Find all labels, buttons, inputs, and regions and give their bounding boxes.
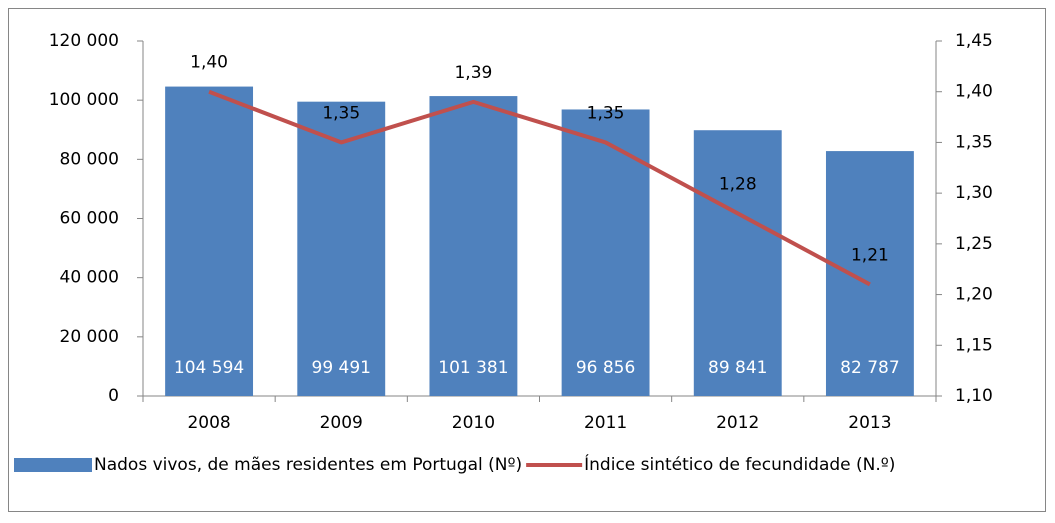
- bar: [693, 130, 782, 396]
- line-value-label: 1,35: [587, 103, 625, 123]
- legend-label: Índice sintético de fecundidade (N.º): [584, 453, 895, 475]
- y2-tick-label: 1,15: [955, 335, 993, 355]
- x-tick-label: 2012: [716, 413, 759, 433]
- x-tick-label: 2011: [584, 413, 627, 433]
- line-value-label: 1,40: [190, 53, 228, 73]
- bar-value-label: 99 491: [312, 358, 371, 378]
- y-tick-label: 40 000: [60, 268, 119, 288]
- bar-value-label: 104 594: [174, 358, 244, 378]
- bar-value-label: 89 841: [708, 358, 767, 378]
- y-tick-label: 20 000: [60, 327, 119, 347]
- x-tick-label: 2010: [452, 413, 495, 433]
- legend-label: Nados vivos, de mães residentes em Portu…: [94, 455, 522, 475]
- y2-tick-label: 1,10: [955, 386, 993, 406]
- x-tick-label: 2013: [848, 413, 891, 433]
- bar: [561, 109, 650, 397]
- y2-tick-label: 1,35: [955, 132, 993, 152]
- bar-value-label: 82 787: [840, 358, 899, 378]
- y2-tick-label: 1,30: [955, 183, 993, 203]
- bar: [429, 96, 518, 396]
- y-tick-label: 0: [108, 386, 119, 406]
- x-tick-label: 2008: [187, 413, 230, 433]
- bar-value-label: 96 856: [576, 358, 635, 378]
- y-tick-label: 120 000: [49, 31, 119, 51]
- line: [208, 89, 871, 287]
- y2-tick-label: 1,45: [955, 31, 993, 51]
- line-value-label: 1,28: [719, 174, 757, 194]
- bar-value-label: 101 381: [438, 358, 508, 378]
- x-tick-label: 2009: [320, 413, 363, 433]
- y2-tick-label: 1,20: [955, 285, 993, 305]
- line-value-label: 1,39: [454, 63, 492, 83]
- bar: [825, 151, 914, 396]
- y-tick-label: 80 000: [60, 149, 119, 169]
- y2-tick-label: 1,25: [955, 234, 993, 254]
- bar: [297, 101, 386, 396]
- line-value-label: 1,35: [322, 103, 360, 123]
- bar: [165, 86, 254, 396]
- y-tick-label: 60 000: [60, 209, 119, 229]
- y-tick-label: 100 000: [49, 90, 119, 110]
- line-value-label: 1,21: [851, 245, 889, 265]
- y2-tick-label: 1,40: [955, 82, 993, 102]
- legend-swatch: [14, 458, 92, 472]
